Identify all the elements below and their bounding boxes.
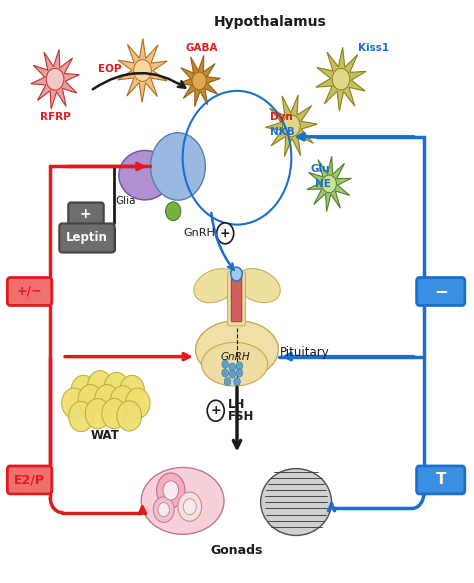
Circle shape [104,373,129,403]
Text: E2/P: E2/P [14,473,45,486]
Circle shape [207,401,224,421]
Circle shape [156,473,185,508]
Text: Dyn: Dyn [270,112,293,122]
FancyBboxPatch shape [231,276,242,322]
Text: +: + [210,404,221,417]
Circle shape [178,492,201,521]
Polygon shape [31,50,79,109]
Circle shape [102,399,127,429]
Circle shape [332,68,350,90]
Text: Leptin: Leptin [66,231,108,244]
Circle shape [154,497,174,522]
Circle shape [236,369,243,377]
Circle shape [283,115,300,136]
FancyBboxPatch shape [59,223,115,252]
Text: Gonads: Gonads [211,544,263,557]
Text: FSH: FSH [228,410,254,423]
Text: NE: NE [315,179,331,189]
Circle shape [88,371,112,401]
Text: LH: LH [228,398,245,412]
Ellipse shape [141,468,224,535]
Circle shape [69,402,93,431]
Circle shape [192,72,206,90]
Ellipse shape [119,150,171,200]
Circle shape [236,362,243,370]
Circle shape [151,133,205,200]
Ellipse shape [194,269,237,303]
Text: Glu: Glu [310,164,330,174]
Polygon shape [118,38,167,103]
Circle shape [126,388,150,418]
Text: EOP: EOP [98,64,121,74]
FancyBboxPatch shape [7,278,52,305]
Circle shape [229,363,236,371]
Ellipse shape [261,469,331,536]
Circle shape [110,386,135,416]
Ellipse shape [237,269,280,303]
Circle shape [134,59,151,82]
Text: RFRP: RFRP [40,113,71,122]
Circle shape [234,378,240,386]
Text: +: + [220,227,230,240]
Text: NKB: NKB [270,127,295,136]
Polygon shape [307,156,351,212]
Circle shape [158,503,170,517]
Circle shape [322,175,337,193]
Circle shape [71,375,96,406]
Circle shape [95,385,119,415]
Circle shape [120,375,145,406]
Circle shape [62,388,86,418]
Circle shape [217,223,234,244]
Text: T: T [436,472,446,487]
Circle shape [229,370,236,378]
FancyBboxPatch shape [417,466,465,494]
Circle shape [231,267,242,281]
Text: WAT: WAT [90,429,119,442]
Circle shape [224,378,231,386]
Circle shape [165,202,181,220]
Text: +/−: +/− [17,285,42,298]
Text: GnRH: GnRH [184,229,216,238]
Text: GABA: GABA [185,43,218,53]
Circle shape [222,369,228,377]
FancyBboxPatch shape [68,202,104,226]
Text: Glia: Glia [116,195,136,206]
Circle shape [85,399,110,429]
Circle shape [183,498,196,515]
Circle shape [163,481,179,500]
Polygon shape [316,47,366,111]
Text: Hypothalamus: Hypothalamus [214,15,327,29]
Polygon shape [178,55,220,107]
Text: −: − [434,283,447,300]
Circle shape [78,385,103,415]
Circle shape [117,401,142,431]
Ellipse shape [201,342,268,386]
Text: +: + [80,207,91,221]
Circle shape [46,68,64,90]
Text: GnRH: GnRH [220,352,250,361]
Circle shape [222,360,228,368]
FancyBboxPatch shape [417,278,465,305]
Text: Pituitary: Pituitary [280,346,329,359]
FancyBboxPatch shape [228,272,246,326]
Polygon shape [265,95,317,157]
Ellipse shape [196,321,278,379]
Text: Kiss1: Kiss1 [357,43,389,53]
FancyBboxPatch shape [7,466,52,494]
